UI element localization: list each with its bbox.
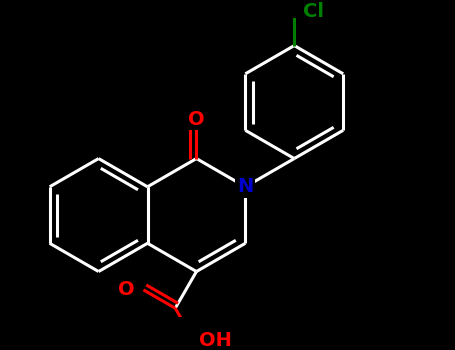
Text: Cl: Cl: [303, 2, 324, 21]
Text: O: O: [188, 110, 205, 128]
Text: OH: OH: [199, 330, 232, 350]
Text: N: N: [237, 177, 253, 196]
Text: O: O: [118, 280, 135, 299]
